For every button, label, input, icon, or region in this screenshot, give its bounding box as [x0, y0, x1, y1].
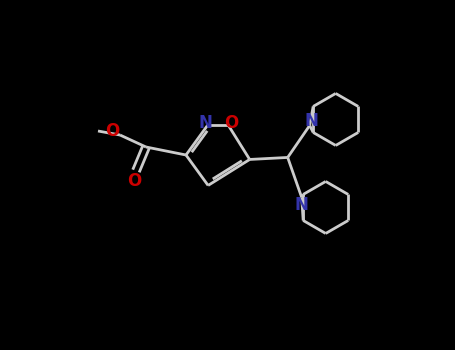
Text: O: O — [127, 172, 141, 190]
Text: N: N — [198, 113, 212, 132]
Text: N: N — [305, 112, 318, 131]
Text: N: N — [295, 196, 308, 215]
Text: O: O — [105, 122, 119, 140]
Text: O: O — [224, 113, 238, 132]
